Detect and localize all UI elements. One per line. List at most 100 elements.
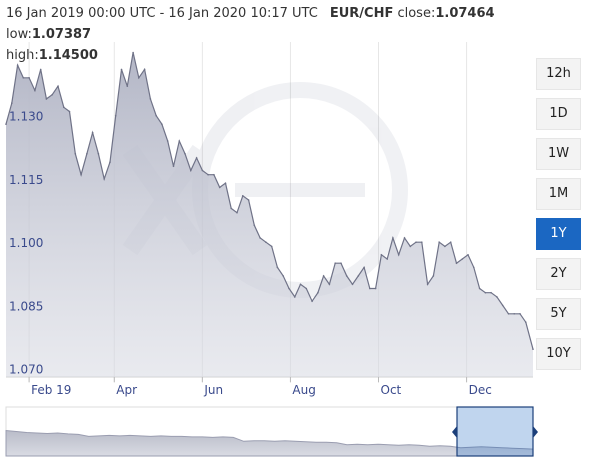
data-point xyxy=(172,165,175,168)
data-point xyxy=(519,313,521,315)
data-point xyxy=(11,102,13,104)
high-label: high: xyxy=(6,48,39,63)
data-point xyxy=(449,241,452,243)
data-point xyxy=(120,68,123,71)
data-point xyxy=(409,245,412,248)
data-point xyxy=(351,283,354,286)
data-point xyxy=(380,254,383,256)
data-point xyxy=(426,283,429,286)
data-point xyxy=(224,182,227,184)
data-point xyxy=(259,237,261,239)
low-label: low: xyxy=(6,27,32,42)
x-tick-label: Jun xyxy=(203,383,223,397)
range-button-12h[interactable]: 12h xyxy=(536,58,581,90)
data-point xyxy=(294,296,296,298)
data-point xyxy=(507,313,510,315)
range-button-1d[interactable]: 1D xyxy=(536,98,581,130)
data-point xyxy=(218,186,221,189)
data-point xyxy=(525,321,527,324)
data-point xyxy=(155,114,157,117)
navigator-series xyxy=(5,429,534,457)
data-point xyxy=(397,254,400,256)
data-point xyxy=(403,237,406,239)
range-button-1w[interactable]: 1W xyxy=(536,138,581,170)
data-point xyxy=(305,287,308,290)
series-line xyxy=(5,52,534,350)
navigator-left-handle[interactable] xyxy=(452,426,457,438)
data-point xyxy=(276,266,279,269)
y-tick-label: 1.130 xyxy=(9,110,43,124)
data-point xyxy=(532,348,534,351)
data-point xyxy=(311,300,313,303)
range-button-1y[interactable]: 1Y xyxy=(536,218,581,250)
x-tick-label: Feb 19 xyxy=(31,383,71,397)
data-point xyxy=(322,275,325,277)
data-point xyxy=(16,64,19,66)
close-value: 1.07464 xyxy=(435,6,495,21)
data-point xyxy=(51,93,53,96)
data-point xyxy=(444,245,446,248)
data-point xyxy=(109,161,111,163)
range-button-2y[interactable]: 2Y xyxy=(536,258,581,290)
chart-header: 16 Jan 2019 00:00 UTC - 16 Jan 2020 10:1… xyxy=(6,3,576,66)
data-point xyxy=(230,207,232,210)
data-point xyxy=(467,254,469,256)
data-point xyxy=(63,106,65,109)
data-point xyxy=(501,304,504,307)
data-point xyxy=(496,296,498,298)
data-point xyxy=(91,131,94,134)
data-point xyxy=(114,114,117,117)
y-tick-label: 1.085 xyxy=(9,299,43,313)
data-point xyxy=(490,291,492,294)
data-point xyxy=(39,68,42,71)
data-point xyxy=(80,173,82,176)
data-point xyxy=(374,287,377,290)
range-button-10y[interactable]: 10Y xyxy=(536,338,581,370)
data-point xyxy=(461,258,464,260)
high-value: 1.14500 xyxy=(38,48,98,63)
data-point xyxy=(478,287,481,290)
data-point xyxy=(184,152,186,155)
series-area xyxy=(6,52,533,377)
data-point xyxy=(513,313,515,315)
range-button-5y[interactable]: 5Y xyxy=(536,298,581,330)
data-point xyxy=(253,224,256,227)
navigator-right-handle[interactable] xyxy=(533,426,538,438)
data-point xyxy=(5,123,7,125)
data-point xyxy=(317,291,319,294)
data-point xyxy=(438,241,441,243)
data-point xyxy=(201,169,204,172)
data-point xyxy=(288,287,290,290)
navigator-selection[interactable] xyxy=(456,406,534,457)
data-point xyxy=(455,262,458,265)
data-point xyxy=(126,85,129,87)
data-point xyxy=(432,275,435,277)
data-point xyxy=(334,262,337,265)
data-point xyxy=(415,241,417,243)
data-point xyxy=(213,173,215,176)
data-point xyxy=(369,287,371,290)
data-point xyxy=(143,68,146,71)
data-point xyxy=(270,245,273,248)
range-navigator[interactable] xyxy=(5,406,538,457)
data-point xyxy=(299,283,302,286)
data-point xyxy=(363,266,365,269)
data-point xyxy=(484,291,487,294)
data-point xyxy=(242,195,244,197)
data-point xyxy=(149,98,152,100)
data-point xyxy=(265,241,267,243)
data-point xyxy=(282,275,285,277)
range-button-1m[interactable]: 1M xyxy=(536,178,581,210)
data-point xyxy=(328,283,331,286)
data-point xyxy=(207,173,209,176)
data-point xyxy=(28,77,30,79)
low-value: 1.07387 xyxy=(31,27,92,42)
x-tick-label: Dec xyxy=(469,383,492,397)
data-point xyxy=(190,169,192,172)
x-tick-label: Oct xyxy=(381,383,402,397)
data-point xyxy=(86,152,88,155)
currency-pair: EUR/CHF xyxy=(329,6,394,21)
data-point xyxy=(68,110,71,113)
data-point xyxy=(247,199,250,201)
